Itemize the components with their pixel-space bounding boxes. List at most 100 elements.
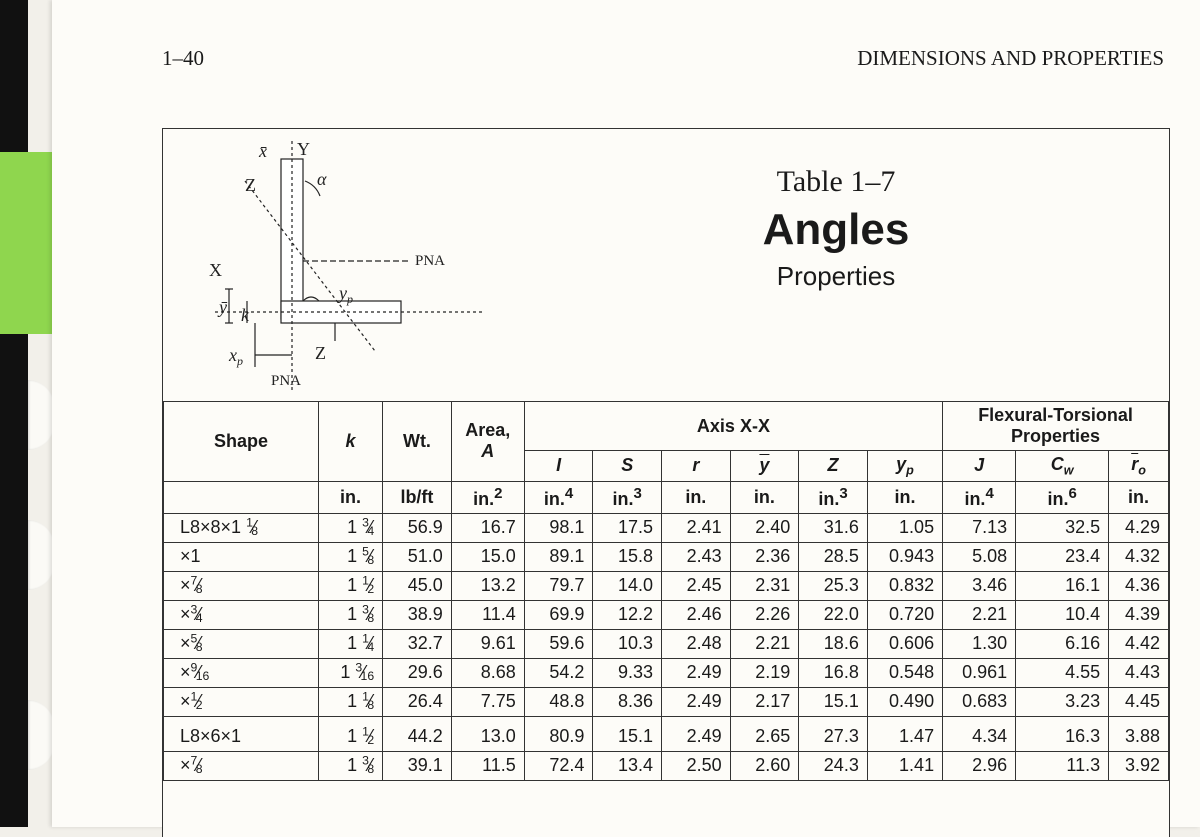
table-row: ×7⁄81 3⁄839.111.572.413.42.502.6024.31.4…: [164, 751, 1169, 780]
cell-J: 3.46: [943, 571, 1016, 600]
cell-ro: 4.32: [1109, 542, 1169, 571]
page-number: 1–40: [162, 46, 204, 70]
table-row: ×1⁄21 1⁄826.47.7548.88.362.492.1715.10.4…: [164, 687, 1169, 716]
page: 1–40 DIMENSIONS AND PROPERTIES: [52, 0, 1200, 827]
cell-k: 1 3⁄4: [318, 513, 382, 542]
unit-cell: in.4: [943, 481, 1016, 513]
col-shape: Shape: [164, 402, 319, 481]
cell-Cw: 4.55: [1016, 658, 1109, 687]
cell-ybar: 2.40: [730, 513, 799, 542]
cell-ybar: 2.26: [730, 600, 799, 629]
cell-wt: 56.9: [383, 513, 452, 542]
cell-area: 8.68: [451, 658, 524, 687]
cell-Z: 25.3: [799, 571, 868, 600]
cell-yp: 1.47: [867, 716, 942, 751]
unit-cell: in.3: [593, 481, 662, 513]
cell-k: 1 1⁄2: [318, 716, 382, 751]
unit-cell: in.: [662, 481, 731, 513]
binder-notch: [28, 380, 54, 450]
cell-yp: 0.720: [867, 600, 942, 629]
cell-k: 1 1⁄8: [318, 687, 382, 716]
col-r: r: [662, 451, 731, 482]
cell-k: 1 5⁄8: [318, 542, 382, 571]
properties-table: Shape k Wt. Area,A Axis X-X Flexural-Tor…: [163, 402, 1169, 781]
cell-Z: 15.1: [799, 687, 868, 716]
cell-shape: ×5⁄8: [164, 629, 319, 658]
cell-J: 4.34: [943, 716, 1016, 751]
cell-wt: 39.1: [383, 751, 452, 780]
cell-ro: 3.88: [1109, 716, 1169, 751]
cell-r: 2.49: [662, 687, 731, 716]
svg-text:Z: Z: [245, 175, 256, 195]
cell-J: 0.961: [943, 658, 1016, 687]
cell-r: 2.43: [662, 542, 731, 571]
cell-wt: 26.4: [383, 687, 452, 716]
cell-yp: 0.606: [867, 629, 942, 658]
col-wt: Wt.: [383, 402, 452, 481]
svg-text:X: X: [209, 260, 222, 280]
table-row: ×9⁄161 3⁄1629.68.6854.29.332.492.1916.80…: [164, 658, 1169, 687]
cell-I: 79.7: [524, 571, 593, 600]
unit-cell: in.: [730, 481, 799, 513]
svg-text:x̄: x̄: [258, 141, 267, 161]
cell-area: 13.0: [451, 716, 524, 751]
col-group-axis-xx: Axis X-X: [524, 402, 942, 451]
col-group-flex-tors: Flexural-TorsionalProperties: [943, 402, 1169, 451]
unit-cell: in.2: [451, 481, 524, 513]
cell-yp: 0.832: [867, 571, 942, 600]
cell-area: 15.0: [451, 542, 524, 571]
scan-left-edge: [0, 0, 28, 827]
cell-I: 48.8: [524, 687, 593, 716]
cell-shape: ×9⁄16: [164, 658, 319, 687]
cell-r: 2.48: [662, 629, 731, 658]
cell-k: 1 3⁄8: [318, 751, 382, 780]
svg-text:xp: xp: [228, 345, 243, 368]
cell-Cw: 3.23: [1016, 687, 1109, 716]
cell-ybar: 2.60: [730, 751, 799, 780]
table-row: ×7⁄81 1⁄245.013.279.714.02.452.3125.30.8…: [164, 571, 1169, 600]
cell-J: 1.30: [943, 629, 1016, 658]
svg-text:Z: Z: [315, 343, 326, 363]
svg-text:α: α: [317, 169, 327, 189]
svg-text:k: k: [241, 305, 250, 325]
table-subtitle: Properties: [523, 261, 1149, 292]
svg-text:PNA: PNA: [415, 253, 445, 269]
cell-area: 9.61: [451, 629, 524, 658]
cell-ro: 4.39: [1109, 600, 1169, 629]
angle-section-diagram: x̄ Y Z α X ȳ k yp PNA xp Z PNA: [185, 141, 505, 391]
table-title-area: x̄ Y Z α X ȳ k yp PNA xp Z PNA Table 1–7…: [163, 129, 1169, 402]
cell-Cw: 16.3: [1016, 716, 1109, 751]
svg-text:PNA: PNA: [271, 373, 301, 389]
cell-yp: 0.490: [867, 687, 942, 716]
cell-ro: 4.45: [1109, 687, 1169, 716]
cell-area: 11.5: [451, 751, 524, 780]
cell-I: 59.6: [524, 629, 593, 658]
table-row: L8×6×11 1⁄244.213.080.915.12.492.6527.31…: [164, 716, 1169, 751]
unit-cell: lb/ft: [383, 481, 452, 513]
binder-notch: [28, 520, 54, 590]
col-S: S: [593, 451, 662, 482]
cell-wt: 32.7: [383, 629, 452, 658]
cell-ro: 4.43: [1109, 658, 1169, 687]
col-J: J: [943, 451, 1016, 482]
cell-I: 69.9: [524, 600, 593, 629]
table-row: ×3⁄41 3⁄838.911.469.912.22.462.2622.00.7…: [164, 600, 1169, 629]
cell-yp: 0.943: [867, 542, 942, 571]
table-row: ×11 5⁄851.015.089.115.82.432.3628.50.943…: [164, 542, 1169, 571]
cell-S: 15.1: [593, 716, 662, 751]
cell-S: 17.5: [593, 513, 662, 542]
cell-yp: 1.41: [867, 751, 942, 780]
cell-wt: 29.6: [383, 658, 452, 687]
cell-Cw: 23.4: [1016, 542, 1109, 571]
svg-text:Y: Y: [297, 141, 310, 159]
cell-Cw: 32.5: [1016, 513, 1109, 542]
binder-notch: [28, 700, 54, 770]
cell-r: 2.49: [662, 658, 731, 687]
unit-shape: [164, 481, 319, 513]
section-title: DIMENSIONS AND PROPERTIES: [857, 46, 1164, 71]
cell-r: 2.45: [662, 571, 731, 600]
cell-ybar: 2.21: [730, 629, 799, 658]
table-row: L8×8×1 1⁄81 3⁄456.916.798.117.52.412.403…: [164, 513, 1169, 542]
cell-ybar: 2.19: [730, 658, 799, 687]
cell-r: 2.49: [662, 716, 731, 751]
